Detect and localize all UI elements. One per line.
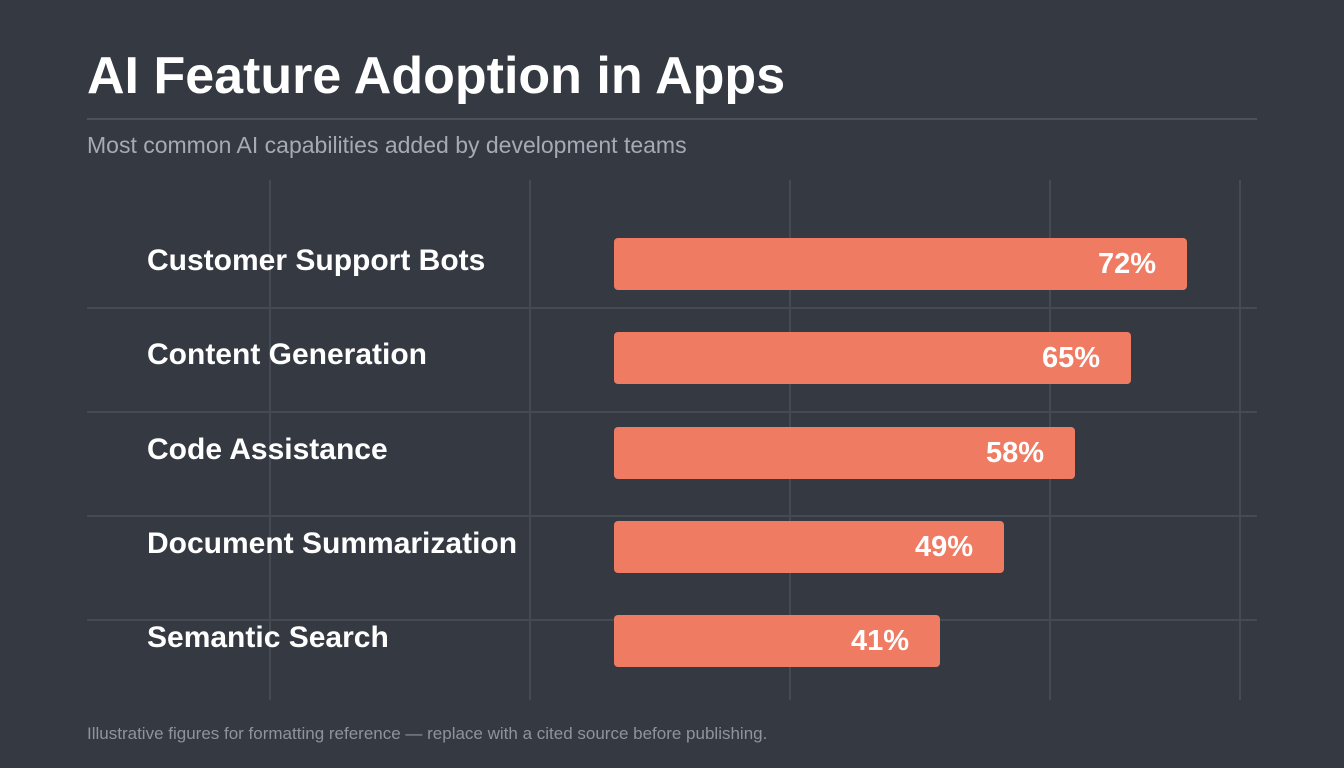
bar [614,521,1004,573]
grid-line-vertical [1239,180,1241,700]
bar-value-label: 49% [914,531,973,563]
category-label: Content Generation [147,338,428,371]
title-divider [87,118,1257,120]
category-label: Document Summarization [147,527,518,560]
bar [614,615,940,667]
grid-line-horizontal [87,411,1257,413]
bar [614,427,1075,479]
grid-line-horizontal [87,515,1257,517]
grid-line-horizontal [87,307,1257,309]
source-footnote: Illustrative figures for formatting refe… [87,724,768,743]
grid-line-vertical [269,180,271,700]
category-label: Customer Support Bots [147,244,486,277]
chart-title: AI Feature Adoption in Apps [87,47,786,105]
bar-value-label: 72% [1097,248,1156,280]
category-label: Code Assistance [147,433,388,466]
bar [614,238,1187,290]
bar-value-label: 41% [850,625,909,657]
chart-subtitle: Most common AI capabilities added by dev… [87,132,687,158]
bar [614,332,1131,384]
grid-line-vertical [529,180,531,700]
category-label: Semantic Search [147,621,389,654]
bar-value-label: 58% [985,437,1044,469]
bar-value-label: 65% [1041,342,1100,374]
